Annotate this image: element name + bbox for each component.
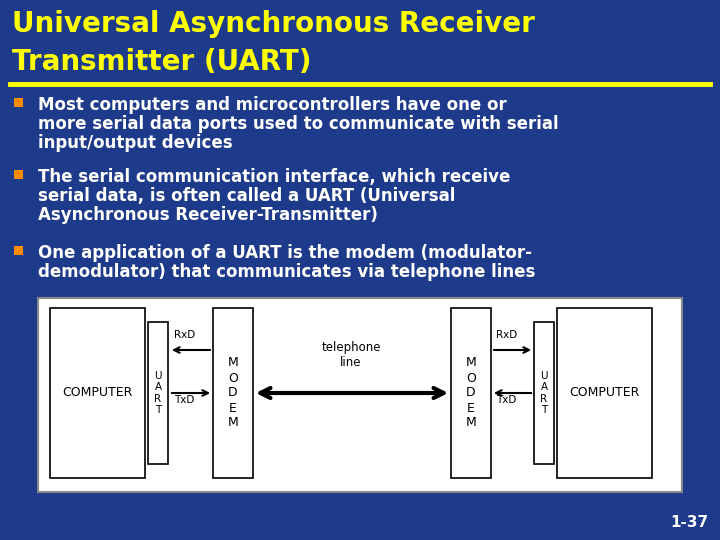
Text: COMPUTER: COMPUTER xyxy=(570,387,639,400)
Text: input/output devices: input/output devices xyxy=(38,134,233,152)
Text: The serial communication interface, which receive: The serial communication interface, whic… xyxy=(38,168,510,186)
Bar xyxy=(451,308,491,478)
Bar xyxy=(213,308,253,478)
Bar xyxy=(534,322,554,464)
Text: more serial data ports used to communicate with serial: more serial data ports used to communica… xyxy=(38,115,559,133)
Bar xyxy=(148,322,168,464)
Text: demodulator) that communicates via telephone lines: demodulator) that communicates via telep… xyxy=(38,263,536,281)
Bar xyxy=(14,98,23,107)
Text: telephone
line: telephone line xyxy=(321,341,381,369)
Bar xyxy=(14,170,23,179)
Text: Universal Asynchronous Receiver: Universal Asynchronous Receiver xyxy=(12,10,535,38)
Text: One application of a UART is the modem (modulator-: One application of a UART is the modem (… xyxy=(38,244,532,262)
Text: 1-37: 1-37 xyxy=(670,515,708,530)
Bar xyxy=(50,308,145,478)
Bar xyxy=(557,308,652,478)
Bar xyxy=(38,298,682,492)
Text: U
A
R
T: U A R T xyxy=(540,370,548,415)
Text: serial data, is often called a UART (Universal: serial data, is often called a UART (Uni… xyxy=(38,187,455,205)
Text: COMPUTER: COMPUTER xyxy=(63,387,132,400)
Text: TxD: TxD xyxy=(496,395,516,405)
Text: Most computers and microcontrollers have one or: Most computers and microcontrollers have… xyxy=(38,96,507,114)
Text: Asynchronous Receiver-Transmitter): Asynchronous Receiver-Transmitter) xyxy=(38,206,378,224)
Text: Transmitter (UART): Transmitter (UART) xyxy=(12,48,312,76)
Text: RxD: RxD xyxy=(496,330,517,340)
Text: U
A
R
T: U A R T xyxy=(154,370,162,415)
Text: M
O
D
E
M: M O D E M xyxy=(466,356,477,429)
Bar xyxy=(14,246,23,255)
Text: M
O
D
E
M: M O D E M xyxy=(228,356,238,429)
Text: TxD: TxD xyxy=(174,395,194,405)
Text: RxD: RxD xyxy=(174,330,195,340)
